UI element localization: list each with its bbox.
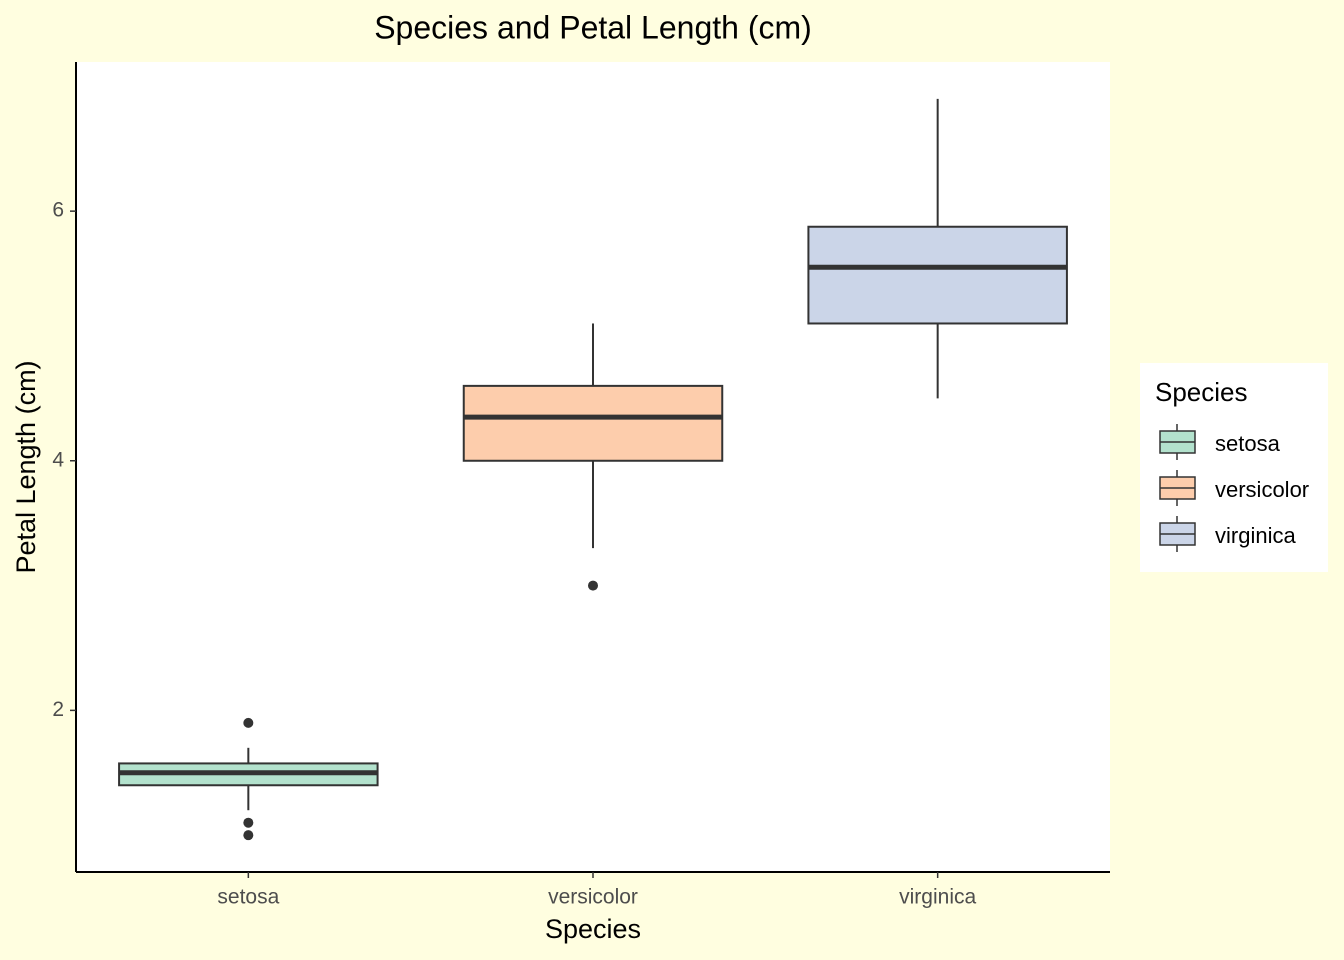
outlier [243, 817, 254, 828]
outlier [243, 717, 254, 728]
legend-label: setosa [1215, 431, 1281, 456]
box [807, 225, 1068, 325]
x-tick-label: versicolor [548, 886, 638, 909]
y-tick-label: 2 [52, 698, 64, 721]
y-tick-label: 4 [52, 448, 64, 471]
outlier [243, 830, 254, 841]
box [462, 384, 724, 462]
x-tick-label: virginica [899, 886, 976, 909]
y-axis-label: Petal Length (cm) [11, 360, 41, 573]
outlier [588, 580, 598, 591]
y-tick-label: 6 [52, 199, 64, 222]
legend-label: virginica [1215, 523, 1296, 548]
legend-title: Species [1155, 377, 1248, 407]
x-axis-label: Species [545, 914, 641, 944]
chart-title: Species and Petal Length (cm) [374, 9, 812, 45]
legend-label: versicolor [1215, 477, 1309, 502]
x-tick-label: setosa [217, 886, 279, 909]
